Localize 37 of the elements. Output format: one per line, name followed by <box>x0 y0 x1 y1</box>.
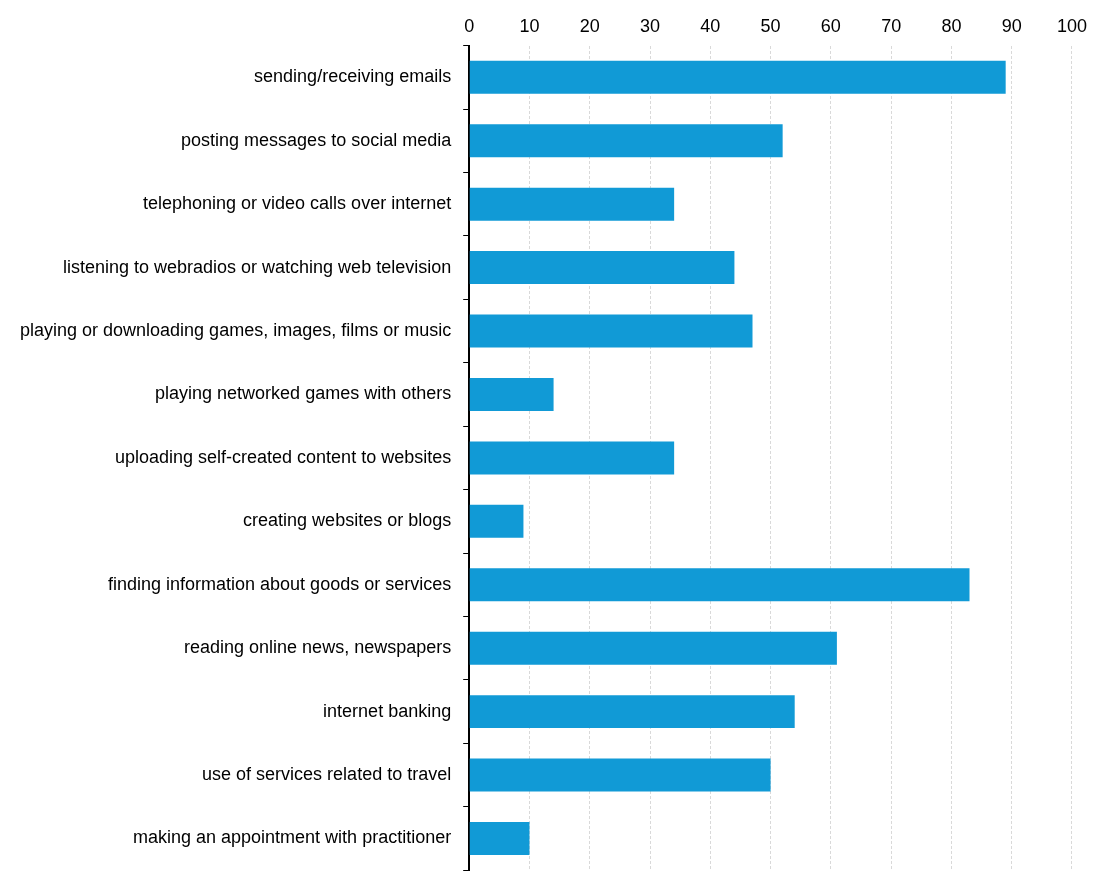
y-tick-label: sending/receiving emails <box>254 66 452 87</box>
x-tick-label: 90 <box>1001 15 1022 36</box>
bar <box>469 504 524 538</box>
x-tick-label: 60 <box>820 15 841 36</box>
x-tick-label: 50 <box>760 15 781 36</box>
y-tick-label: playing or downloading games, images, films or music <box>19 320 452 341</box>
y-tick-label: internet banking <box>323 700 452 721</box>
y-tick-label: making an appointment with practitioner <box>133 827 452 848</box>
bar <box>469 631 837 665</box>
bar <box>469 60 1006 94</box>
y-tick-label: uploading self-created content to websites <box>114 446 452 467</box>
y-tick-label: use of services related to travel <box>202 764 452 785</box>
bar <box>469 695 795 729</box>
y-tick-label: finding information about goods or services <box>107 573 452 594</box>
y-tick-label: posting messages to social media <box>181 129 453 150</box>
bar <box>469 251 735 285</box>
y-tick-label: listening to webradios or watching web television <box>62 256 452 277</box>
x-tick-label: 80 <box>941 15 962 36</box>
x-tick-label: 20 <box>579 15 600 36</box>
bar <box>469 821 530 855</box>
bar <box>469 441 675 475</box>
y-tick-label: reading online news, newspapers <box>184 637 452 658</box>
bar <box>469 758 771 792</box>
x-tick-label: 0 <box>464 15 475 36</box>
x-tick-label: 10 <box>519 15 540 36</box>
y-tick-label: creating websites or blogs <box>243 510 452 531</box>
x-tick-label: 40 <box>700 15 721 36</box>
x-tick-label: 100 <box>1056 15 1088 36</box>
bar <box>469 314 753 348</box>
bar <box>469 124 783 158</box>
x-tick-label: 30 <box>640 15 661 36</box>
bar <box>469 377 554 411</box>
y-tick-label: telephoning or video calls over internet <box>142 193 452 214</box>
bar <box>469 187 675 221</box>
y-tick-label: playing networked games with others <box>155 383 452 404</box>
bar <box>469 568 970 602</box>
x-tick-label: 70 <box>881 15 902 36</box>
